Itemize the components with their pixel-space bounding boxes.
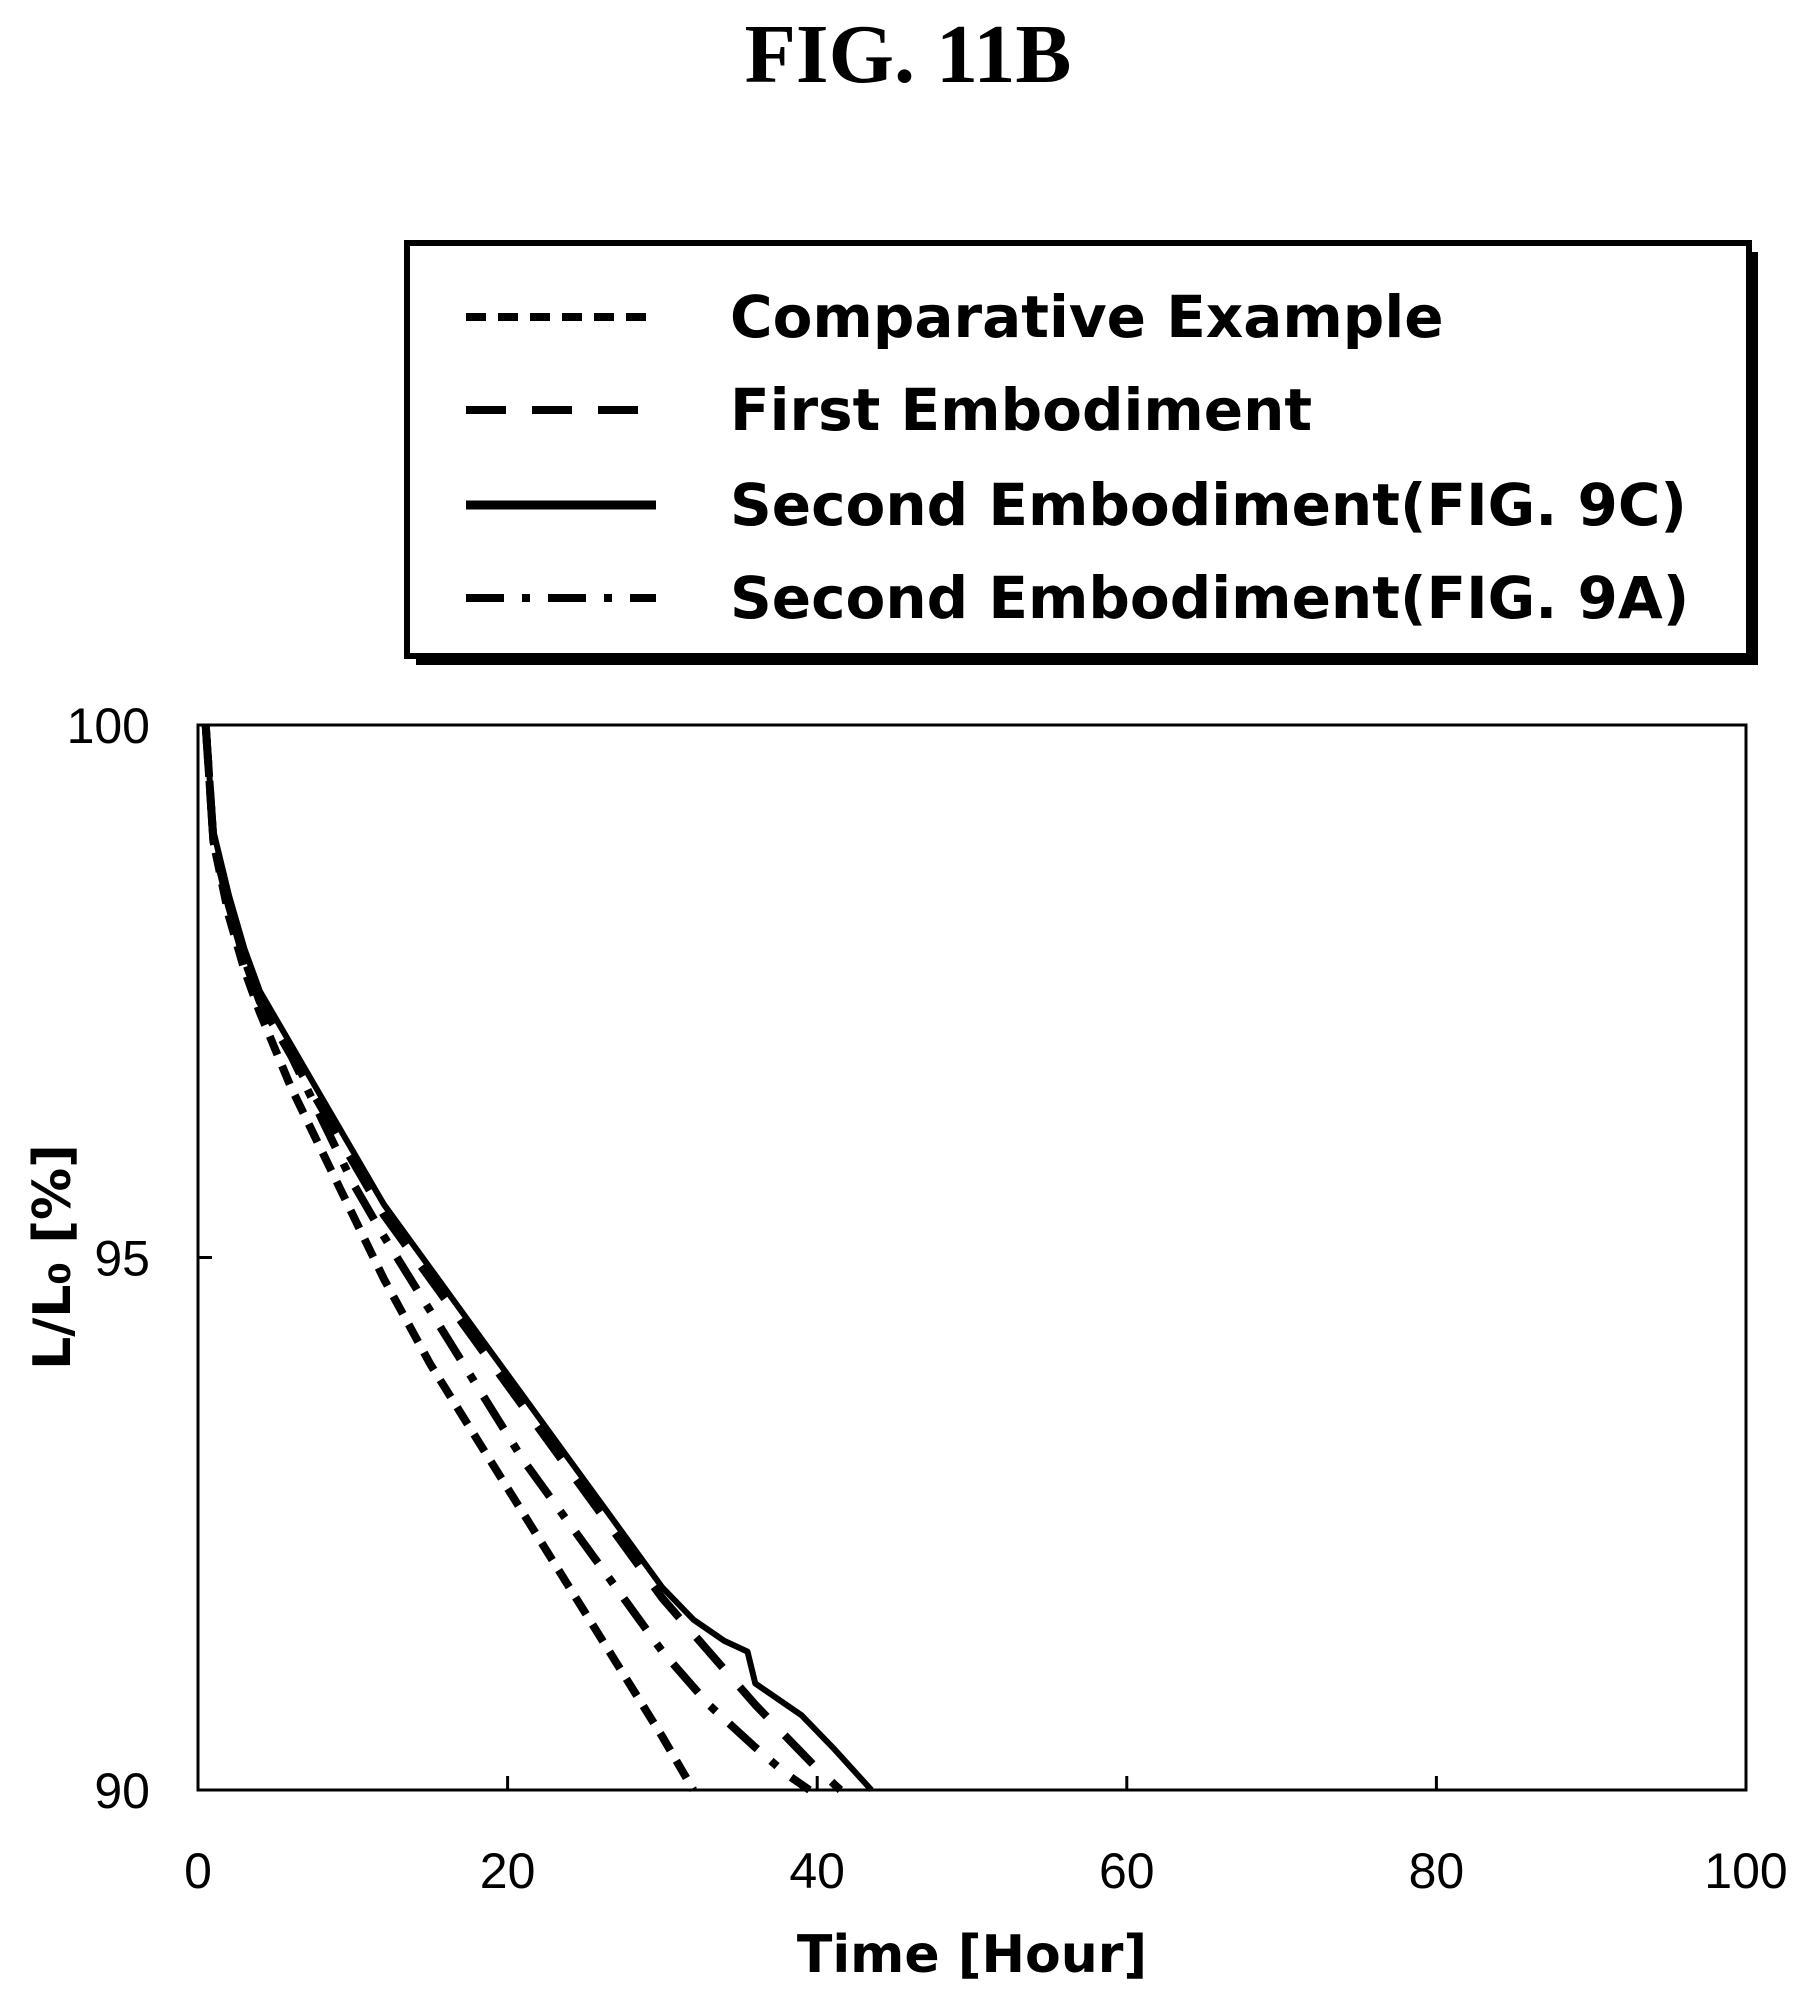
figure-title: FIG. 11B bbox=[745, 8, 1072, 101]
x-tick-label: 0 bbox=[184, 1843, 212, 1899]
series-line-comparative-example bbox=[201, 724, 697, 1793]
legend-box bbox=[404, 240, 1752, 659]
legend: Comparative Example First Embodiment Secon… bbox=[404, 240, 1758, 665]
series-lines bbox=[201, 724, 874, 1794]
x-tick-label: 80 bbox=[1409, 1843, 1465, 1899]
series-line-first-embodiment bbox=[201, 724, 844, 1793]
x-tick-label: 40 bbox=[789, 1843, 845, 1899]
y-tick-label: 95 bbox=[94, 1231, 150, 1287]
axis-ticks: 0 20 40 60 80 100 90 95 100 bbox=[67, 698, 1788, 1899]
x-tick-label: 60 bbox=[1099, 1843, 1155, 1899]
plot-frame bbox=[196, 723, 1748, 1792]
series-line-second-embodiment-fig-9a bbox=[201, 724, 812, 1794]
legend-label-first-embodiment: First Embodiment bbox=[730, 376, 1312, 444]
x-tick-label: 100 bbox=[1704, 1843, 1787, 1899]
x-axis-label: Time [Hour] bbox=[797, 1925, 1147, 1985]
legend-label-second-embodiment-fig-9c: Second Embodiment(FIG. 9C) bbox=[730, 471, 1687, 539]
y-tick-label: 100 bbox=[67, 698, 150, 754]
x-tick-label: 20 bbox=[480, 1843, 536, 1899]
legend-label-second-embodiment-fig-9a: Second Embodiment(FIG. 9A) bbox=[730, 564, 1689, 632]
plot-area: 0 20 40 60 80 100 90 95 100 bbox=[67, 698, 1788, 1899]
y-axis-label: L/L₀ [%] bbox=[23, 1144, 83, 1370]
y-axis-label-text: L/L₀ [%] bbox=[23, 1144, 83, 1370]
legend-label-comparative-example: Comparative Example bbox=[730, 283, 1444, 351]
y-tick-label: 90 bbox=[94, 1763, 150, 1819]
